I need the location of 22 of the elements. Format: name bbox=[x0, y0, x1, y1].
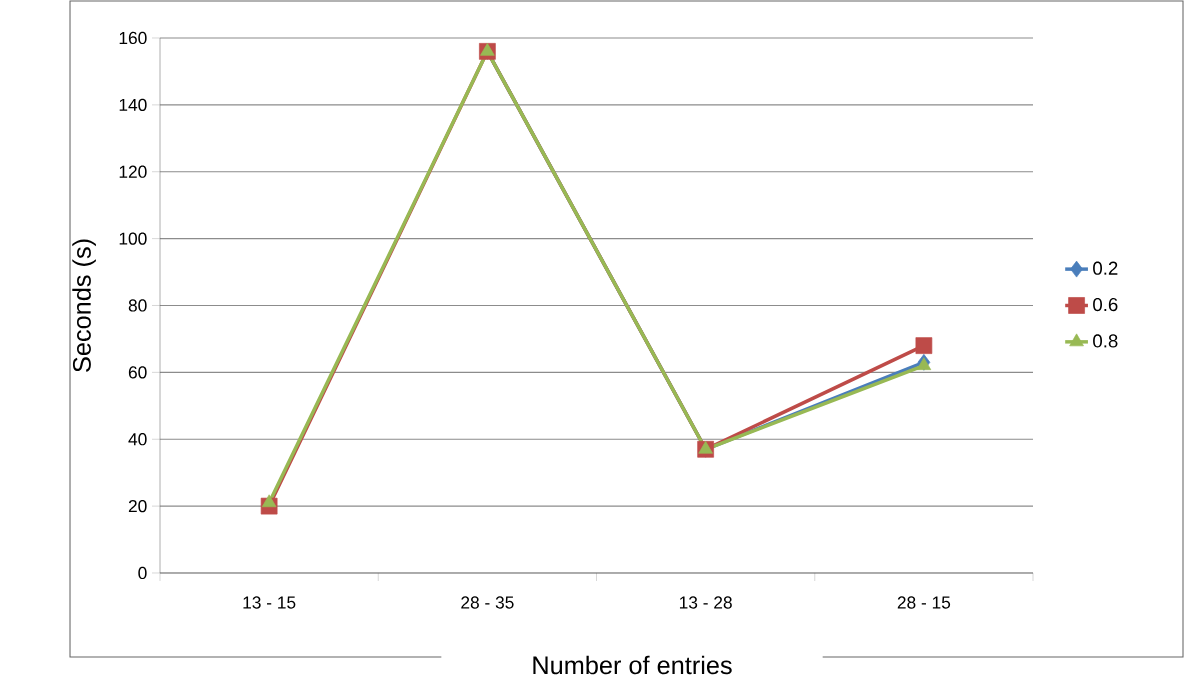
y-tick-label: 60 bbox=[128, 366, 147, 379]
y-tick-label: 20 bbox=[128, 499, 147, 513]
point bbox=[480, 43, 495, 56]
y-tick-label: 80 bbox=[128, 299, 147, 312]
y-tick-label: 140 bbox=[119, 98, 147, 111]
x-tick-label: 28 - 35 bbox=[461, 596, 514, 609]
x-tick-label: 13 - 15 bbox=[243, 596, 296, 609]
x-tick-label: 28 - 15 bbox=[897, 596, 951, 609]
legend-label: 0.8 bbox=[1093, 334, 1118, 348]
point bbox=[698, 440, 713, 454]
x-axis-title: Number of entries bbox=[533, 655, 732, 675]
y-tick-label: 0 bbox=[138, 566, 147, 580]
point bbox=[915, 337, 933, 354]
y-tick-label: 100 bbox=[119, 232, 147, 245]
y-tick-label: 120 bbox=[119, 165, 147, 178]
y-tick-label: 160 bbox=[119, 31, 147, 45]
y-axis-title: Seconds (s) bbox=[72, 239, 96, 372]
x-tick-label: 13 - 28 bbox=[679, 596, 732, 609]
legend-label: 0.2 bbox=[1093, 261, 1118, 275]
y-tick-label: 40 bbox=[128, 433, 147, 446]
legend-label: 0.6 bbox=[1093, 297, 1118, 312]
point bbox=[261, 494, 277, 508]
